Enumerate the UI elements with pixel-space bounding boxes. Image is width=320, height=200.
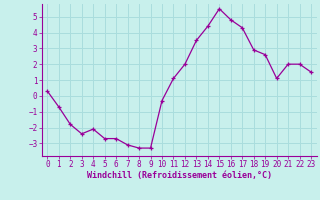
X-axis label: Windchill (Refroidissement éolien,°C): Windchill (Refroidissement éolien,°C) <box>87 171 272 180</box>
